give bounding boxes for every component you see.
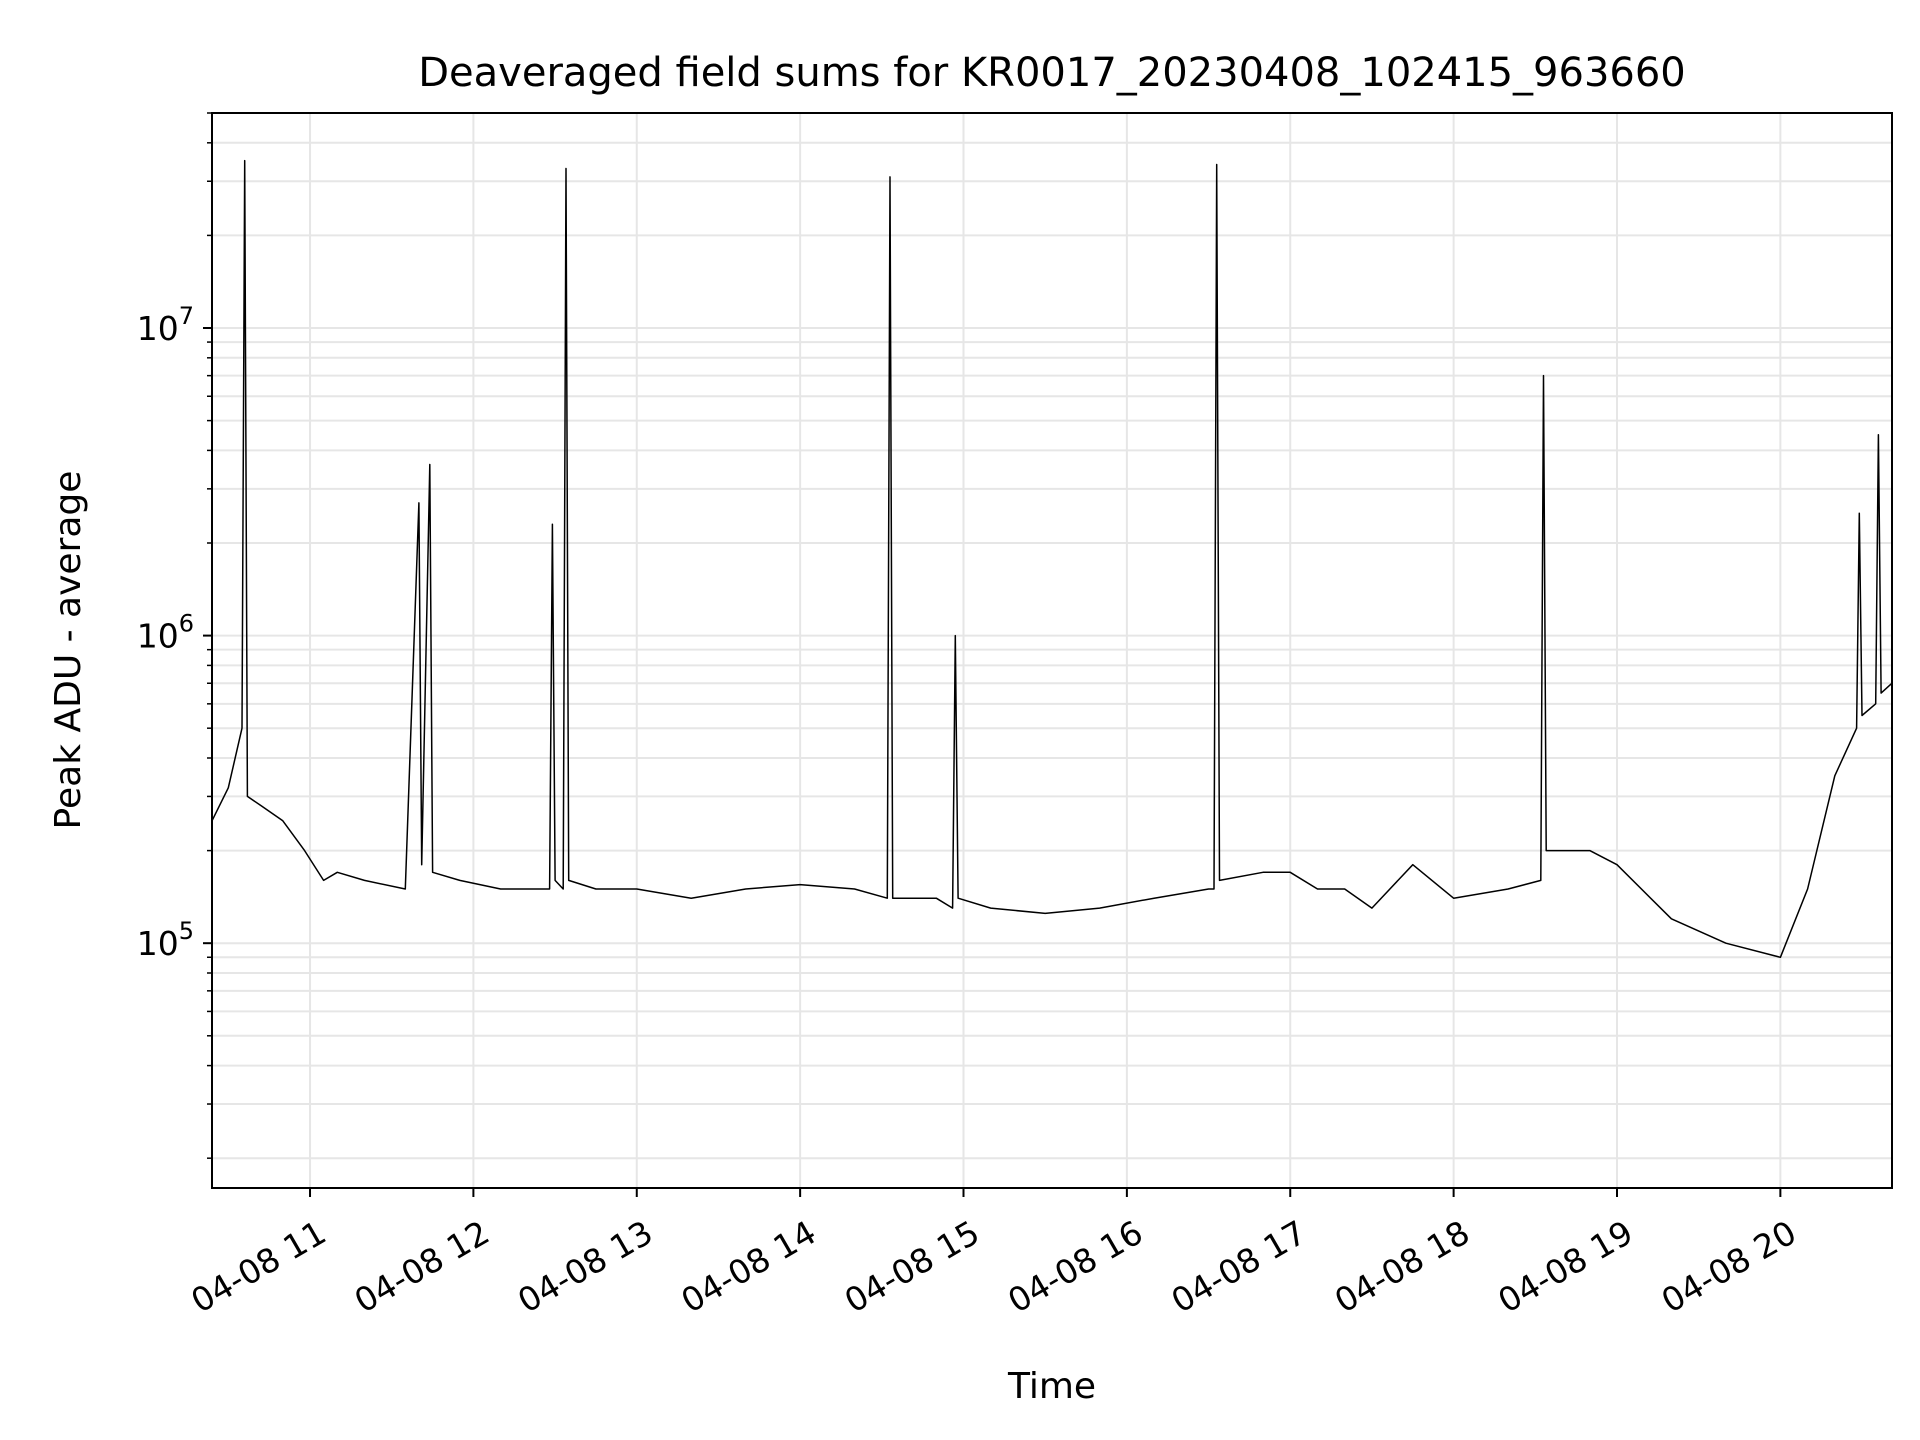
y-tick-base: 10 [137,309,179,348]
y-tick-exponent: 5 [179,917,194,945]
y-tick-exponent: 7 [179,302,194,330]
y-tick-label: 107 [137,302,194,348]
y-tick-label: 105 [137,917,194,963]
series-line [211,159,1893,959]
y-tick-base: 10 [137,924,179,963]
y-tick-label: 106 [137,610,194,656]
x-axis-label: Time [1007,1366,1096,1407]
y-tick-exponent: 6 [179,610,194,638]
grid-lines [212,112,1892,1188]
y-axis-label: Peak ADU - average [48,471,89,830]
chart-title: Deaveraged field sums for KR0017_2023040… [418,50,1686,96]
plot-frame [211,112,1893,1189]
series-layer [211,159,1893,959]
y-tick-base: 10 [137,617,179,656]
